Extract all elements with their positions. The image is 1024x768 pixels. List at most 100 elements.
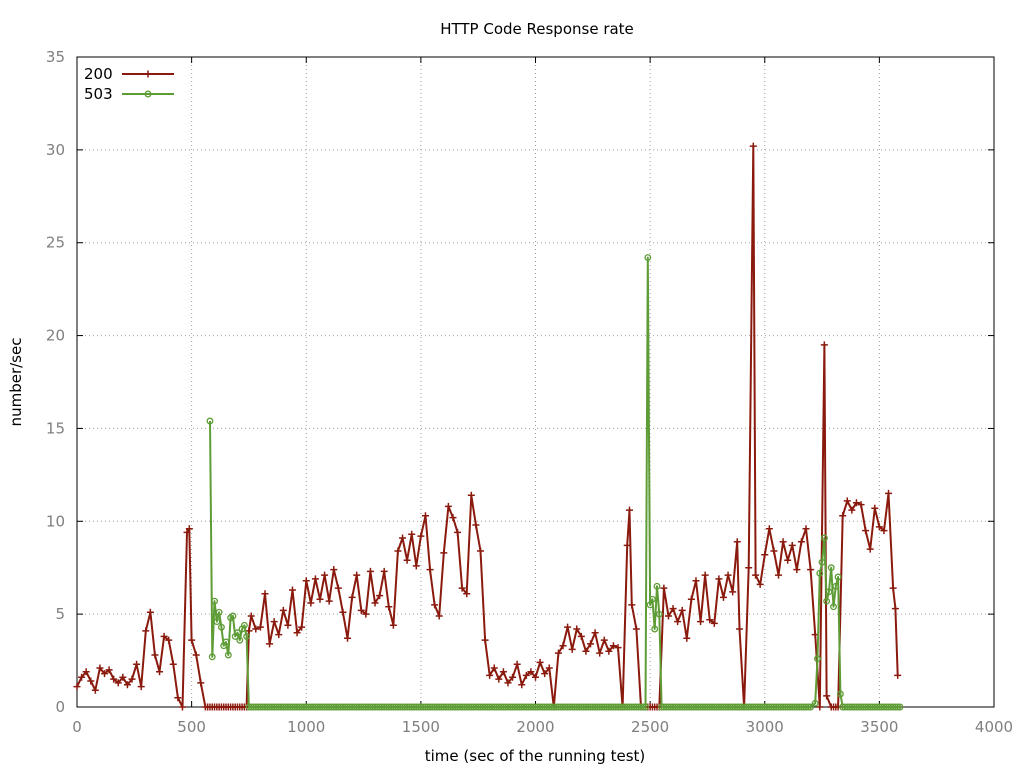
data-point-503 bbox=[245, 703, 253, 711]
data-point-503 bbox=[254, 703, 262, 711]
data-point-200 bbox=[256, 623, 264, 631]
data-point-503 bbox=[543, 703, 551, 711]
data-point-503 bbox=[692, 703, 700, 711]
data-point-503 bbox=[653, 582, 661, 590]
data-point-503 bbox=[516, 703, 523, 711]
data-point-503 bbox=[465, 703, 473, 711]
data-point-503 bbox=[481, 703, 489, 711]
data-point-503 bbox=[433, 703, 441, 711]
data-point-503 bbox=[355, 703, 363, 711]
data-point-200 bbox=[788, 541, 796, 549]
data-point-503 bbox=[582, 703, 590, 711]
data-point-503 bbox=[667, 703, 675, 711]
data-point-503 bbox=[564, 703, 572, 711]
data-point-503 bbox=[768, 703, 776, 711]
data-point-503 bbox=[532, 703, 539, 711]
data-point-200 bbox=[366, 567, 374, 575]
data-point-503 bbox=[401, 703, 409, 711]
data-point-503 bbox=[765, 703, 773, 711]
data-point-200 bbox=[591, 629, 599, 637]
data-point-200 bbox=[421, 512, 429, 520]
data-point-200 bbox=[151, 651, 159, 659]
y-tick-label: 10 bbox=[46, 512, 65, 530]
data-point-503 bbox=[321, 703, 329, 711]
data-point-200 bbox=[779, 538, 787, 546]
data-point-503 bbox=[591, 703, 599, 711]
data-point-200 bbox=[348, 593, 356, 601]
data-point-503 bbox=[807, 703, 815, 711]
data-point-503 bbox=[816, 569, 824, 577]
data-point-503 bbox=[341, 703, 349, 711]
data-point-503 bbox=[408, 703, 416, 711]
data-point-503 bbox=[729, 703, 737, 711]
data-point-503 bbox=[256, 703, 264, 711]
data-point-503 bbox=[451, 703, 459, 711]
data-point-503 bbox=[460, 703, 468, 711]
data-point-503 bbox=[827, 564, 835, 572]
data-point-200 bbox=[275, 631, 283, 639]
data-point-503 bbox=[305, 703, 312, 711]
data-point-200 bbox=[719, 593, 727, 601]
data-point-200 bbox=[440, 549, 448, 557]
data-point-200 bbox=[784, 556, 792, 564]
data-point-200 bbox=[321, 571, 329, 579]
series-503 bbox=[206, 254, 904, 711]
data-point-503 bbox=[855, 703, 863, 711]
data-point-503 bbox=[380, 703, 388, 711]
data-point-503 bbox=[639, 703, 647, 711]
y-tick-label: 15 bbox=[46, 419, 65, 437]
data-point-200 bbox=[128, 675, 136, 683]
data-point-503 bbox=[502, 703, 510, 711]
data-point-503 bbox=[389, 703, 397, 711]
data-point-200 bbox=[311, 575, 319, 583]
data-point-200 bbox=[605, 647, 613, 655]
data-point-503 bbox=[529, 703, 537, 711]
data-point-503 bbox=[293, 703, 301, 711]
x-tick-label: 3000 bbox=[746, 718, 784, 736]
data-point-503 bbox=[786, 703, 794, 711]
data-point-503 bbox=[726, 703, 734, 711]
data-point-200 bbox=[178, 703, 186, 711]
data-point-503 bbox=[736, 703, 743, 711]
data-point-200 bbox=[389, 621, 397, 629]
data-point-503 bbox=[864, 703, 872, 711]
data-point-200 bbox=[807, 566, 815, 574]
data-point-503 bbox=[298, 703, 306, 711]
data-point-503 bbox=[316, 703, 324, 711]
data-point-503 bbox=[318, 703, 326, 711]
data-point-200 bbox=[880, 527, 888, 535]
data-point-503 bbox=[580, 703, 588, 711]
data-point-503 bbox=[619, 703, 627, 711]
data-point-200 bbox=[87, 677, 95, 685]
data-point-503 bbox=[697, 703, 705, 711]
data-point-503 bbox=[791, 703, 799, 711]
data-point-200 bbox=[339, 608, 347, 616]
data-point-503 bbox=[566, 703, 574, 711]
data-point-503 bbox=[328, 703, 335, 711]
data-point-503 bbox=[683, 703, 691, 711]
data-point-503 bbox=[490, 703, 498, 711]
data-point-200 bbox=[110, 675, 118, 683]
data-point-503 bbox=[229, 612, 237, 620]
data-point-200 bbox=[710, 619, 718, 627]
data-point-503 bbox=[896, 703, 904, 711]
data-point-503 bbox=[894, 703, 902, 711]
data-point-503 bbox=[655, 610, 663, 618]
data-point-503 bbox=[843, 703, 851, 711]
data-point-503 bbox=[330, 703, 338, 711]
data-point-200 bbox=[848, 506, 856, 514]
data-point-503 bbox=[472, 703, 480, 711]
data-point-503 bbox=[749, 703, 757, 711]
data-point-503 bbox=[422, 703, 429, 711]
data-point-200 bbox=[692, 577, 700, 585]
data-point-503 bbox=[350, 703, 358, 711]
data-point-503 bbox=[623, 703, 631, 711]
data-point-200 bbox=[380, 567, 388, 575]
data-point-200 bbox=[816, 703, 824, 711]
data-point-200 bbox=[334, 584, 342, 592]
data-point-200 bbox=[495, 675, 503, 683]
data-point-503 bbox=[694, 703, 702, 711]
data-point-200 bbox=[554, 649, 562, 657]
data-point-503 bbox=[671, 703, 679, 711]
data-point-200 bbox=[736, 625, 744, 633]
